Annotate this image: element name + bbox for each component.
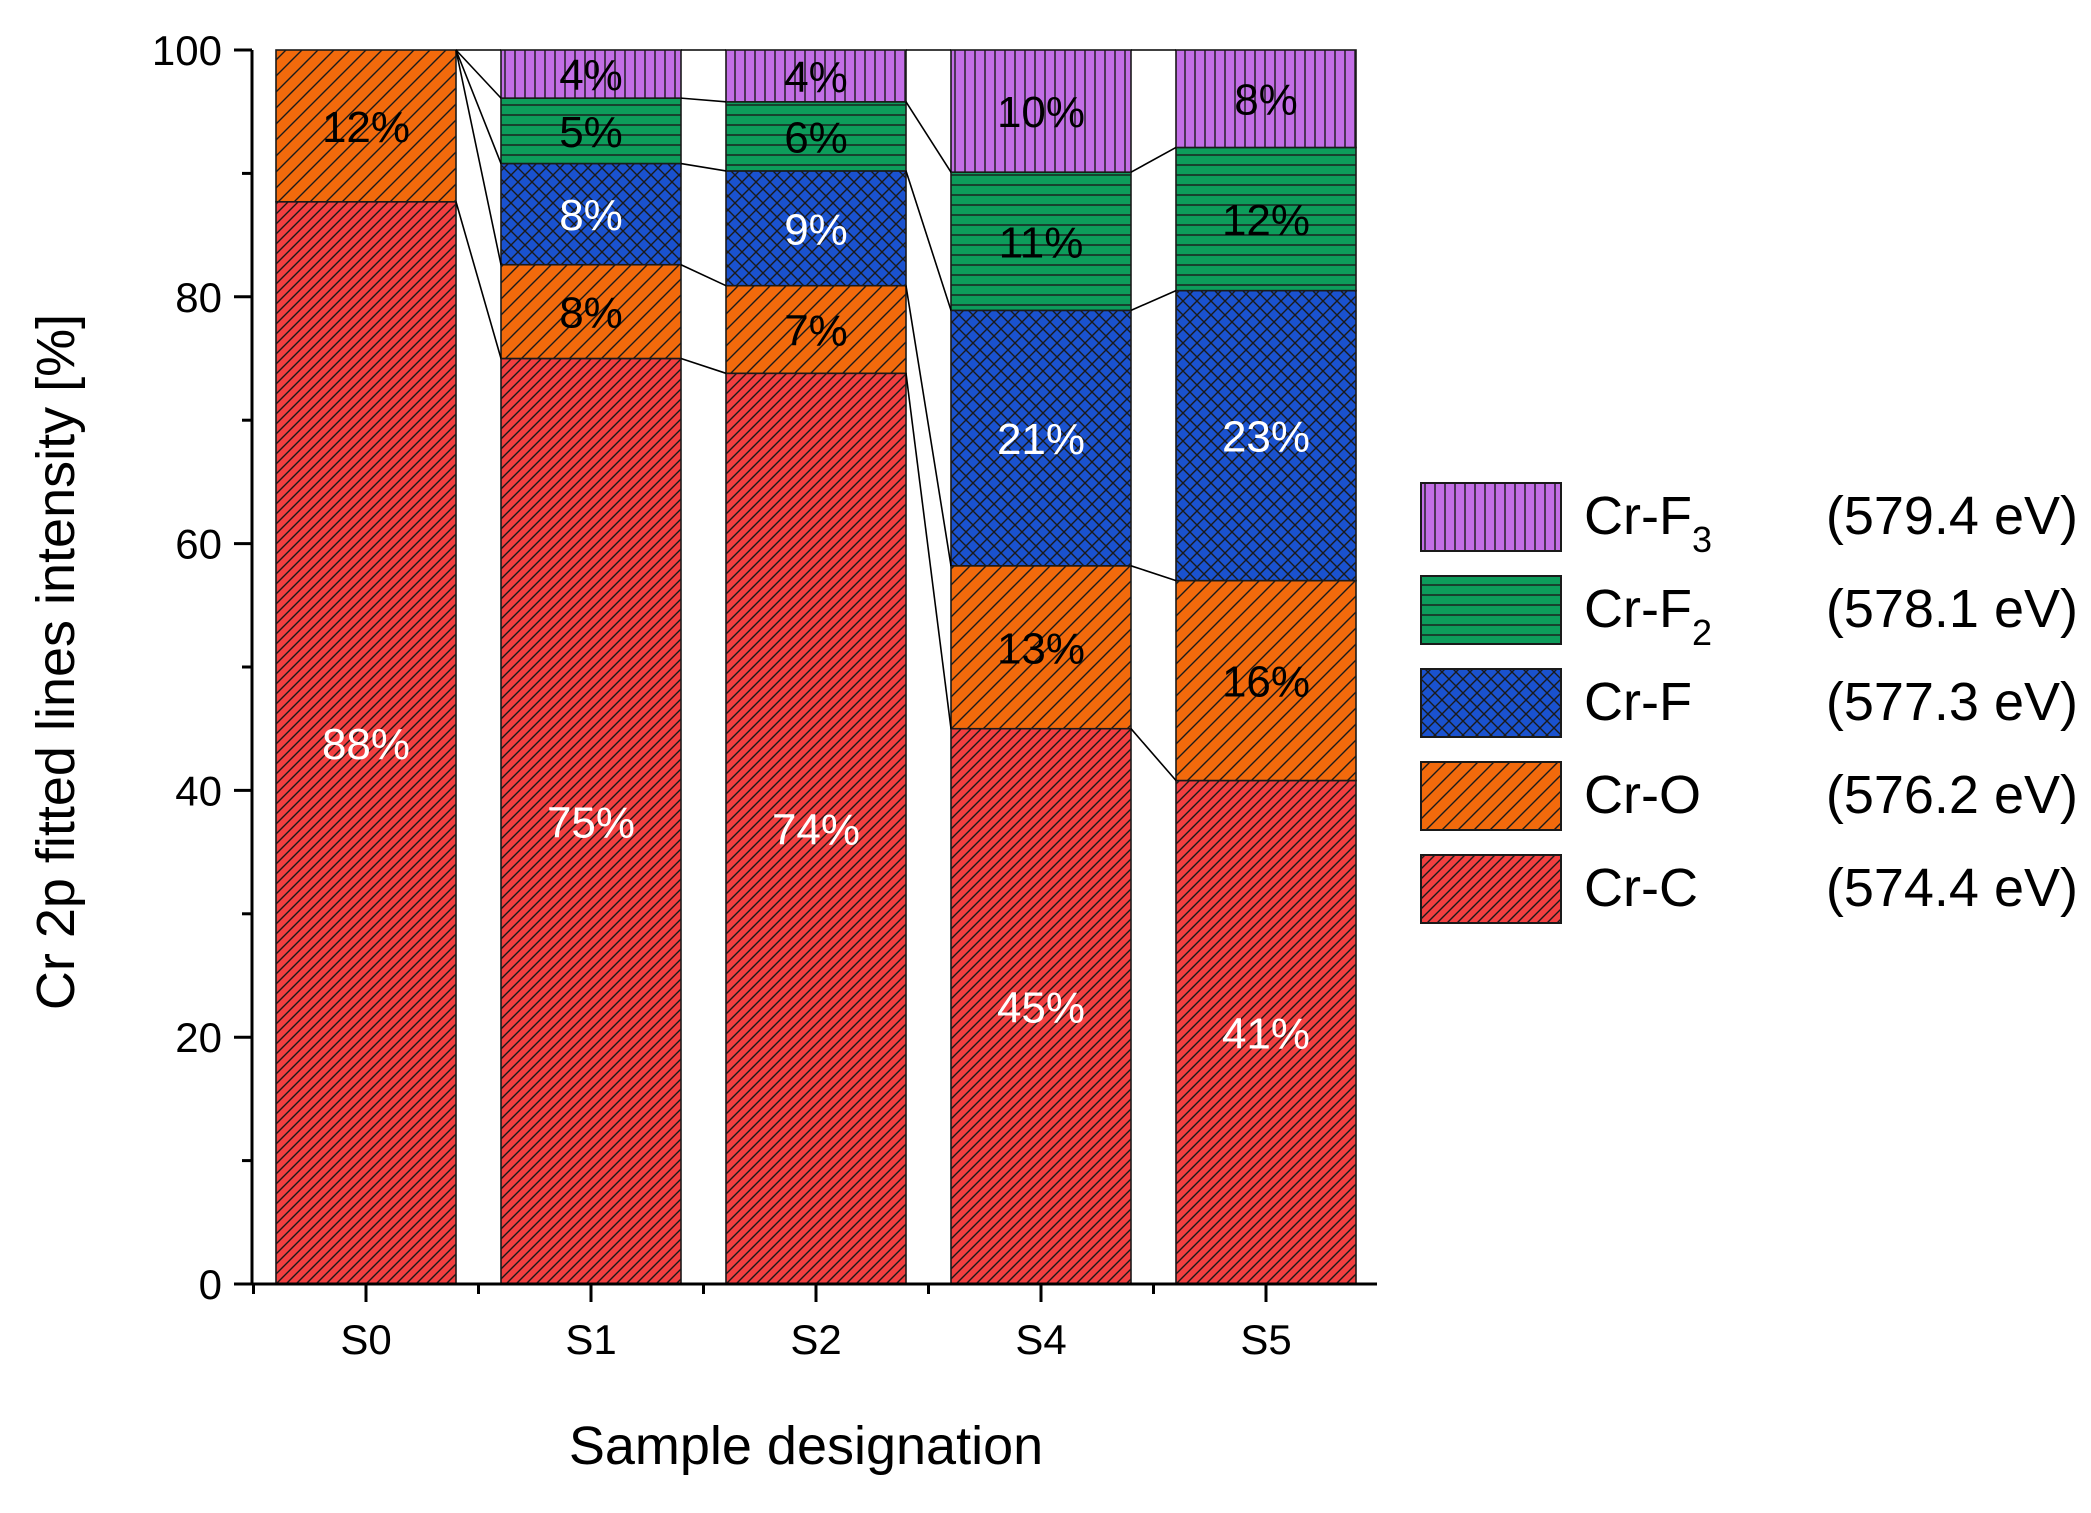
bar-label-crf3-s2: 4% (784, 53, 848, 102)
bar-segment-cro-s5 (1175, 579, 1357, 782)
bars-layer (275, 49, 1357, 1285)
bar-label-crf2-s4: 11% (999, 218, 1084, 267)
connector-line (680, 162, 727, 172)
bar-segment-cro-s2 (725, 284, 907, 375)
bar-segment-crf-s1 (500, 162, 682, 266)
bar-label-crf2-s1: 5% (559, 108, 623, 157)
connector-lines (455, 49, 1177, 782)
connector-line (680, 263, 727, 287)
bar-label-crf-s1: 8% (559, 191, 623, 240)
bar-label-crf3-s4: 10% (997, 88, 1085, 137)
legend-swatch-crc (1420, 854, 1562, 924)
bar-label-crf-s2: 9% (784, 205, 848, 254)
connector-line (905, 170, 952, 311)
bar-segment-crf-s5 (1175, 289, 1357, 582)
bar-segment-crf3-s4 (950, 49, 1132, 173)
legend-energy-cro: (576.2 eV) (1826, 765, 2078, 825)
bar-segment-crf3-s5 (1175, 49, 1357, 149)
bar-segment-crf2-s4 (950, 171, 1132, 312)
legend-item-crf3: Cr-F3 (579.4 eV) (1420, 482, 2078, 560)
bar-label-cro-s5: 16% (1222, 658, 1310, 707)
bar-label-crf-s4: 21% (997, 415, 1085, 464)
bar-segment-crc-s5 (1175, 779, 1357, 1285)
bar-label-crc-s5: 41% (1222, 1009, 1310, 1058)
legend-item-cro: Cr-O (576.2 eV) (1420, 761, 2078, 831)
legend: Cr-F3 (579.4 eV) Cr-F2 (578.1 eV) Cr-F (577.3… (1420, 482, 2078, 924)
bar-segment-crf2-s2 (725, 101, 907, 172)
legend-swatch-crf2 (1420, 575, 1562, 645)
bar-labels: 88% 12% 75% 8% 8% 5% 4% 74% 7% 9% 6% 4% 45% 13% 21% 11%… (322, 51, 1310, 1058)
x-tick-label-s1: S1 (565, 1316, 616, 1363)
y-tick-label: 80 (175, 274, 222, 321)
x-tick-label-s2: S2 (790, 1316, 841, 1363)
connector-line (455, 49, 502, 99)
legend-energy-crc: (574.4 eV) (1826, 858, 2078, 918)
axes: 0 20 40 60 80 100 S0 S1 S2 S4 S5 (152, 27, 1377, 1363)
x-tick-label-s4: S4 (1015, 1316, 1066, 1363)
connector-line (455, 49, 502, 164)
connector-line (1130, 289, 1177, 312)
legend-item-crf2: Cr-F2 (578.1 eV) (1420, 575, 2078, 653)
bar-segment-crc-s4 (950, 727, 1132, 1285)
legend-label-crf3: Cr-F3 (1584, 486, 1712, 560)
bar-segment-cro-s1 (500, 263, 682, 360)
legend-label-cro: Cr-O (1584, 765, 1701, 825)
bar-segment-crf2-s5 (1175, 146, 1357, 292)
x-axis-title: Sample designation (569, 1416, 1043, 1476)
bar-segment-cro-s0 (275, 49, 457, 203)
legend-label-crc: Cr-C (1584, 858, 1698, 918)
bar-label-crf3-s5: 8% (1234, 76, 1298, 125)
bar-label-crc-s4: 45% (997, 983, 1085, 1032)
bar-segment-crf3-s1 (500, 49, 682, 99)
x-tick-label-s0: S0 (340, 1316, 391, 1363)
bar-label-crf2-s5: 12% (1222, 196, 1310, 245)
legend-label-crf2: Cr-F2 (1584, 579, 1712, 653)
legend-swatch-crf3 (1420, 482, 1562, 552)
y-axis-title: Cr 2p fitted lines intensity [%] (26, 314, 86, 1010)
bar-label-crf-s5: 23% (1222, 413, 1310, 462)
bar-segment-crc-s0 (275, 200, 457, 1285)
legend-swatch-crf (1420, 668, 1562, 738)
y-tick-label: 0 (199, 1261, 222, 1308)
connector-line (1130, 565, 1177, 582)
bar-segment-crf2-s1 (500, 97, 682, 165)
bar-segment-crf-s2 (725, 170, 907, 287)
bar-label-crc-s2: 74% (772, 806, 860, 855)
legend-item-crf: Cr-F (577.3 eV) (1420, 668, 2078, 738)
bar-label-crf3-s1: 4% (559, 51, 623, 100)
connector-line (680, 97, 727, 103)
bar-label-crc-s1: 75% (547, 798, 635, 847)
legend-energy-crf2: (578.1 eV) (1826, 579, 2078, 639)
bar-label-crc-s0: 88% (322, 720, 410, 769)
bar-label-cro-s2: 7% (784, 307, 848, 356)
bar-segment-crc-s2 (725, 372, 907, 1285)
bar-segment-crf-s4 (950, 309, 1132, 567)
connector-line (905, 373, 952, 729)
bar-label-crf2-s2: 6% (784, 113, 848, 162)
connector-line (905, 285, 952, 566)
connector-line (1130, 146, 1177, 173)
x-tick-label-s5: S5 (1240, 1316, 1291, 1363)
y-tick-label: 40 (175, 767, 222, 814)
connector-line (455, 201, 502, 359)
connector-line (455, 49, 502, 265)
legend-swatch-cro (1420, 761, 1562, 831)
y-tick-label: 100 (152, 27, 222, 74)
bar-label-cro-s0: 12% (322, 103, 410, 152)
legend-energy-crf: (577.3 eV) (1826, 672, 2078, 732)
connector-line (680, 357, 727, 375)
connector-line (905, 101, 952, 173)
y-tick-label: 60 (175, 521, 222, 568)
bar-label-cro-s4: 13% (997, 624, 1085, 673)
bar-label-cro-s1: 8% (559, 289, 623, 338)
legend-item-crc: Cr-C (574.4 eV) (1420, 854, 2078, 924)
y-tick-label: 20 (175, 1014, 222, 1061)
legend-label-crf: Cr-F (1584, 672, 1692, 732)
legend-energy-crf3: (579.4 eV) (1826, 486, 2078, 546)
connector-line (1130, 728, 1177, 782)
bar-segment-crf3-s2 (725, 49, 907, 103)
